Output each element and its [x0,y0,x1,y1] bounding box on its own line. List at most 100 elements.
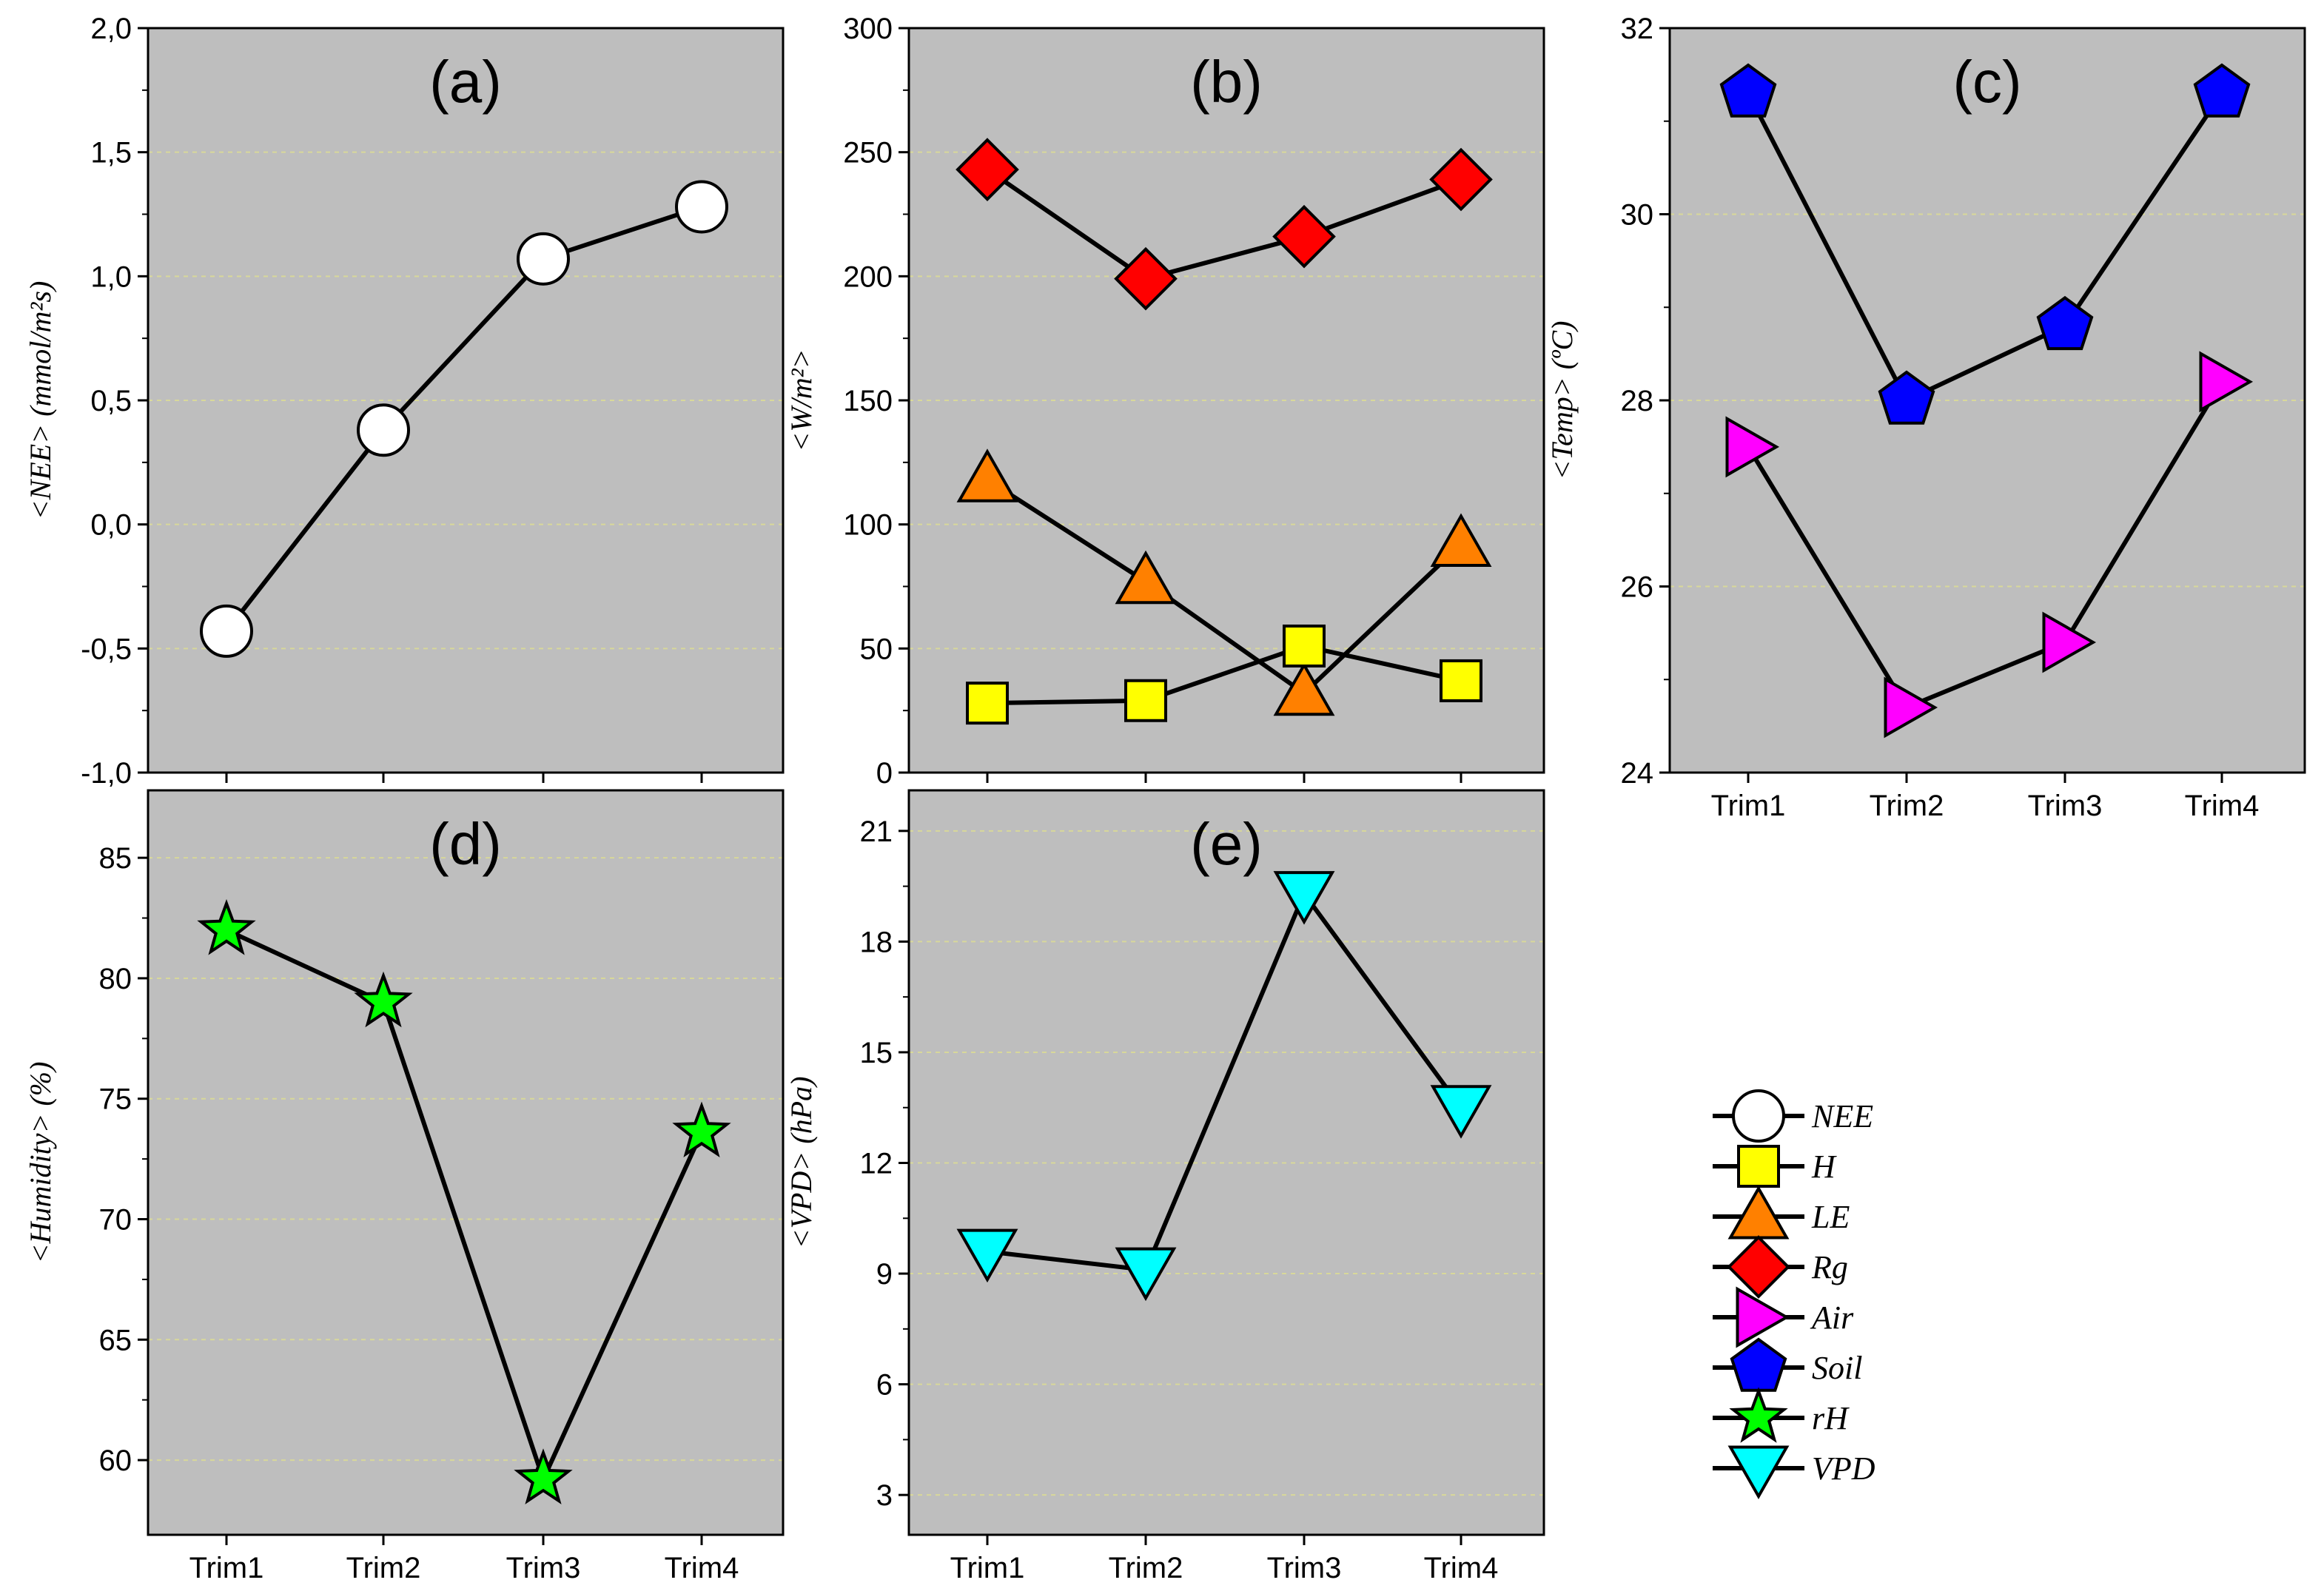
x-tick-label: Trim3 [1267,1552,1342,1584]
data-point-rg [1272,204,1336,269]
data-point-vpd [1273,871,1335,925]
series-line-rh [225,928,704,1482]
x-tick-label: Trim4 [665,1552,739,1584]
data-point-air [1884,676,1938,739]
y-tick-label: -1,0 [81,757,132,790]
data-point-nee [357,403,410,457]
series-line-nee [224,204,702,633]
panel-c: 24 26 28 30 32 Trim1 Trim2 Trim3 Trim4 (c) <Temp> … [1545,13,2306,822]
y-tick-label: 32 [1621,13,1654,45]
plot-frame [147,789,785,1536]
data-point-vpd [956,1228,1018,1283]
data-point-vpd [1430,1085,1492,1139]
y-tick-label: 6 [876,1369,893,1402]
y-tick-label: 1,0 [90,260,132,293]
legend-marker-rg [1727,1235,1790,1299]
panel-d: 60 65 70 75 80 85 Trim1 Trim2 Trim3 Trim4 (d) <Humi… [24,789,785,1584]
panel-b: 0 50 100 150 200 250 300 (b) <W/m²> [785,13,1545,790]
legend: NEE H LE Rg Air Soil rH VPD [1713,1089,1875,1500]
legend-label: LE [1811,1199,1850,1235]
y-tick-label: 60 [99,1445,132,1477]
panel-title: (c) [1952,49,2021,115]
y-tick-label: 100 [843,509,893,542]
plot-area [909,790,1544,1535]
data-point-rh [354,971,413,1028]
y-tick-label: 50 [860,633,893,665]
y-tick-label: 12 [860,1147,893,1180]
series-line-h [987,643,1462,706]
y-tick-label: 250 [843,137,893,169]
y-tick-label: 85 [99,842,132,875]
data-point-air [2199,351,2254,413]
panel-a: -1,0 -0,5 0,0 0,5 1,0 1,5 2,0 (a) <NEE> (mmol/m²… [24,13,785,790]
y-tick-label: -0,5 [81,633,132,665]
data-point-soil [1878,370,1935,425]
y-tick-label: 2,0 [90,13,132,45]
legend-marker-vpd [1727,1445,1790,1500]
y-tick-label: 0,0 [90,509,132,542]
y-tick-label: 24 [1621,757,1654,790]
x-tick-label: Trim4 [1424,1552,1499,1584]
x-tick-label: Trim2 [346,1552,421,1584]
data-point-h [1124,679,1167,722]
data-point-h [966,682,1009,725]
y-tick-label: 3 [876,1479,893,1512]
data-point-le [1273,662,1335,716]
y-tick-label: 21 [860,816,893,848]
y-tick-label: 75 [99,1083,132,1116]
legend-label: NEE [1811,1098,1873,1134]
x-tick-label: Trim2 [1109,1552,1183,1584]
data-point-rh [197,899,256,955]
x-tick-label: Trim1 [1711,790,1786,822]
y-axis-title: <Humidity> (%) [24,1062,57,1264]
panel-title: (b) [1190,49,1263,115]
y-tick-label: 1,5 [90,137,132,169]
legend-marker-h [1737,1145,1780,1188]
y-axis-title: <W/m²> [785,349,818,451]
data-point-h [1283,624,1326,667]
x-tick-label: Trim2 [1870,790,1944,822]
y-tick-label: 0 [876,757,893,790]
data-point-vpd [1115,1247,1177,1302]
data-point-air [2042,611,2097,673]
x-tick-label: Trim3 [506,1552,581,1584]
plot-area [148,28,783,773]
y-axis-title: <NEE> (mmol/m²s) [24,281,57,520]
data-point-soil [2036,295,2094,351]
y-tick-label: 80 [99,963,132,995]
legend-label: Rg [1811,1249,1848,1285]
data-point-rg [1114,246,1178,311]
y-tick-label: 18 [860,926,893,958]
plot-area [909,28,1544,773]
y-tick-label: 300 [843,13,893,45]
legend-label: Air [1810,1299,1854,1336]
data-point-nee [200,604,253,658]
panel-e: 3 6 9 12 15 18 21 Trim1 Trim2 Trim3 Trim4 (e) <VPD> … [785,789,1545,1584]
data-point-nee [675,180,728,234]
legend-marker-le [1727,1185,1790,1240]
data-point-soil [2193,63,2251,118]
y-tick-label: 26 [1621,571,1654,604]
x-tick-label: Trim3 [2028,790,2103,822]
y-tick-label: 70 [99,1204,132,1237]
y-tick-label: 0,5 [90,385,132,417]
plot-area [148,790,783,1535]
data-point-rh [672,1101,731,1158]
legend-label: H [1811,1149,1837,1185]
legend-label: VPD [1812,1450,1875,1487]
legend-marker-air [1736,1286,1790,1348]
data-point-rh [514,1448,573,1504]
y-tick-label: 15 [860,1037,893,1069]
data-point-air [1725,416,1780,478]
y-axis-title: <Temp> (ºC) [1545,321,1579,480]
panel-title: (a) [429,49,502,115]
panel-title: (d) [429,811,502,877]
data-point-rg [956,138,1019,201]
x-tick-label: Trim1 [950,1552,1025,1584]
data-point-le [1430,513,1492,567]
y-axis-title: <VPD> (hPa) [785,1077,818,1249]
series-line-air [1746,380,2224,710]
y-tick-label: 30 [1621,199,1654,232]
y-tick-label: 200 [843,260,893,293]
